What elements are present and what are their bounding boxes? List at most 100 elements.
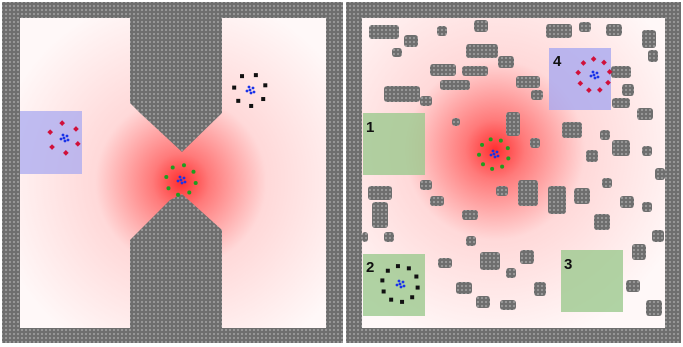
goal-zone-2 [363,254,425,316]
swarm-black-robots [380,264,420,304]
zone-label-4: 4 [553,53,562,70]
leader-robot [593,76,597,80]
leader-robot [595,71,599,75]
robot [263,83,268,88]
obstacle [646,300,662,316]
robot [500,164,505,169]
leader-robot [245,89,249,93]
robot [385,268,390,273]
robot [580,60,587,66]
robot [415,285,420,290]
robot [498,138,503,143]
robot [240,74,245,79]
obstacle [372,202,388,228]
swarm-black-robots [232,73,268,108]
obstacle [474,20,488,32]
obstacle [437,26,447,36]
leader-robot [249,91,253,95]
obstacle [384,232,394,242]
obstacle [430,196,444,206]
leader-robot [398,282,402,286]
obstacle [368,186,392,200]
obstacle [655,168,665,180]
start-zone [20,111,82,174]
goal-zone-4 [549,48,611,110]
leader-robot [495,150,499,154]
leader-robot [178,175,182,179]
obstacle [534,282,546,296]
leader-robot [596,75,600,79]
zone-label-3: 3 [564,256,572,273]
obstacle [642,202,652,212]
robot [406,266,411,271]
obstacle [466,236,476,246]
robot [166,186,171,191]
obstacle [648,50,658,62]
obstacle [530,138,540,148]
robot [410,295,415,300]
leader-robot [183,180,187,184]
leader-robot [59,137,63,141]
leader-robot [179,178,183,182]
leader-robot [397,279,401,283]
obstacle [476,296,490,308]
robot [181,163,186,168]
cluttered-environment-panel: 1 2 3 4 [346,2,681,343]
leader-robot [489,153,493,157]
robot [236,98,241,103]
robot [590,56,597,62]
goal-zone-1 [363,113,425,175]
leader-robot [399,285,403,289]
obstacle [520,250,534,264]
leader-robot [591,70,595,74]
obstacle [452,118,460,126]
robot [176,192,181,197]
obstacle [612,98,630,108]
obstacle [462,210,478,220]
leader-robot [61,133,65,137]
obstacle [466,44,498,58]
robot [395,264,400,269]
obstacle [369,25,399,39]
obstacle [594,214,610,230]
swarm-red-robots [575,56,613,93]
robot [488,137,493,142]
robot [505,146,510,151]
obstacle [652,230,664,242]
leader-robot [491,149,495,153]
obstacle [612,140,630,156]
leader-robot [492,152,496,156]
robot [575,69,582,76]
obstacle-cluster [362,20,665,316]
obstacle [462,66,488,76]
obstacle [642,30,656,48]
obstacle [438,258,452,268]
robot [249,103,254,108]
obstacle [546,24,572,38]
obstacle [642,146,652,156]
obstacle [456,282,472,294]
obstacle [392,48,402,57]
obstacle [384,86,420,102]
leader-robot [252,90,256,94]
robot [380,278,385,283]
leader-robot [182,176,186,180]
obstacle [606,24,622,36]
robot [601,59,607,66]
leader-robot [66,138,70,142]
robot [480,142,485,147]
obstacle [518,180,538,206]
obstacle [430,64,456,76]
robot [400,299,405,304]
obstacle [500,300,516,310]
obstacle [579,22,591,32]
leader-robot [395,283,399,287]
leader-robot [248,88,252,92]
hourglass-obstacle [130,194,222,328]
robot [606,69,613,75]
panel-divider [343,0,346,347]
leader-robot [176,179,180,183]
obstacle [600,130,610,140]
robot [577,80,584,87]
